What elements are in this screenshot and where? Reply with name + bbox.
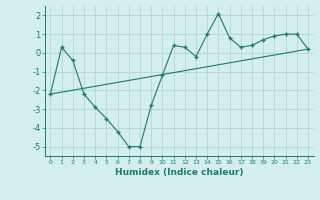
X-axis label: Humidex (Indice chaleur): Humidex (Indice chaleur)	[115, 168, 244, 177]
